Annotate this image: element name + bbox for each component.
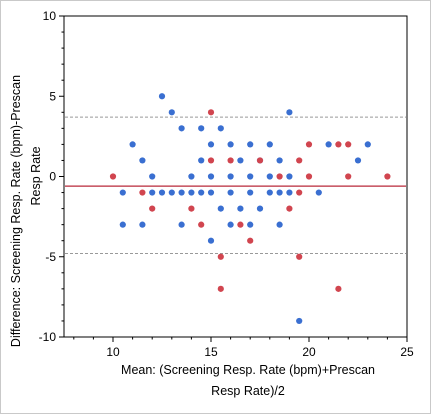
data-point-red	[188, 205, 195, 212]
data-point-blue	[227, 141, 234, 148]
data-point-red	[335, 141, 342, 148]
x-tick-label: 15	[204, 345, 218, 359]
data-point-red	[237, 221, 244, 228]
data-point-red	[296, 253, 303, 260]
data-point-red	[109, 173, 117, 180]
data-point-blue	[276, 189, 283, 196]
data-point-red	[384, 173, 391, 180]
y-tick-label: -10	[39, 330, 57, 344]
data-point-red	[227, 157, 234, 164]
data-point-blue	[286, 109, 293, 116]
data-point-blue	[276, 221, 283, 228]
data-point-red	[345, 141, 352, 148]
data-point-blue	[207, 141, 215, 148]
data-point-blue	[217, 205, 224, 212]
data-point-blue	[364, 141, 371, 148]
data-point-blue	[188, 189, 195, 196]
data-point-blue	[158, 93, 166, 100]
data-point-blue	[286, 189, 293, 196]
data-point-blue	[237, 205, 244, 212]
data-point-blue	[149, 189, 156, 196]
data-point-blue	[158, 189, 166, 196]
data-point-red	[149, 205, 156, 212]
x-tick-label: 20	[302, 345, 316, 359]
y-tick-label: 0	[49, 170, 56, 184]
data-point-red	[198, 221, 205, 228]
data-point-red	[305, 141, 313, 148]
data-point-red	[256, 157, 264, 164]
x-tick-label: 25	[400, 345, 414, 359]
data-point-blue	[168, 189, 175, 196]
data-point-blue	[178, 189, 185, 196]
data-point-red	[276, 173, 283, 180]
data-point-blue	[139, 157, 146, 164]
data-point-red	[345, 173, 352, 180]
data-point-blue	[296, 317, 303, 325]
y-tick-label: -5	[45, 250, 56, 264]
data-point-blue	[168, 109, 175, 116]
data-point-blue	[227, 173, 234, 180]
data-point-red	[207, 109, 215, 116]
y-axis-title-line-2: Resp Rate	[29, 146, 43, 205]
data-point-red	[207, 157, 215, 164]
data-point-red	[296, 189, 303, 196]
data-point-blue	[207, 237, 215, 244]
y-tick-label: 10	[43, 9, 57, 23]
data-point-blue	[207, 189, 215, 196]
data-point-blue	[247, 189, 254, 196]
data-point-blue	[266, 141, 273, 148]
data-point-red	[305, 173, 313, 180]
data-point-blue	[315, 189, 322, 196]
data-point-red	[217, 253, 224, 260]
data-point-blue	[227, 189, 234, 196]
data-point-blue	[198, 189, 205, 196]
data-point-red	[217, 285, 224, 292]
data-point-blue	[276, 157, 283, 164]
data-point-blue	[198, 125, 205, 132]
y-axis-title-line-1: Difference: Screening Resp. Rate (bpm)-P…	[9, 75, 23, 347]
data-point-red	[247, 237, 254, 244]
data-point-blue	[227, 221, 234, 228]
data-point-blue	[129, 141, 136, 148]
data-point-blue	[354, 157, 362, 164]
data-point-blue	[188, 173, 195, 180]
data-point-blue	[207, 173, 215, 180]
data-point-red	[139, 189, 146, 196]
x-tick-label: 10	[106, 345, 120, 359]
data-point-blue	[247, 221, 254, 228]
x-axis-title-line-2: Resp Rate)/2	[211, 384, 285, 398]
data-point-blue	[198, 157, 205, 164]
data-point-blue	[247, 173, 254, 180]
data-point-blue	[237, 157, 244, 164]
data-point-red	[286, 205, 293, 212]
data-point-blue	[139, 221, 146, 228]
data-point-blue	[266, 173, 273, 180]
data-point-blue	[256, 205, 264, 212]
data-point-red	[296, 157, 303, 164]
data-point-blue	[178, 221, 185, 228]
data-point-blue	[119, 221, 126, 228]
data-point-blue	[217, 125, 224, 132]
data-point-blue	[325, 141, 332, 148]
data-point-blue	[266, 189, 273, 196]
data-point-blue	[286, 173, 293, 180]
data-point-blue	[247, 141, 254, 148]
data-point-blue	[149, 173, 156, 180]
y-tick-label: 5	[49, 89, 56, 103]
data-point-blue	[119, 189, 126, 196]
data-point-blue	[178, 125, 185, 132]
x-axis-title-line-1: Mean: (Screening Resp. Rate (bpm)+Presca…	[121, 363, 375, 377]
data-point-red	[335, 285, 342, 292]
